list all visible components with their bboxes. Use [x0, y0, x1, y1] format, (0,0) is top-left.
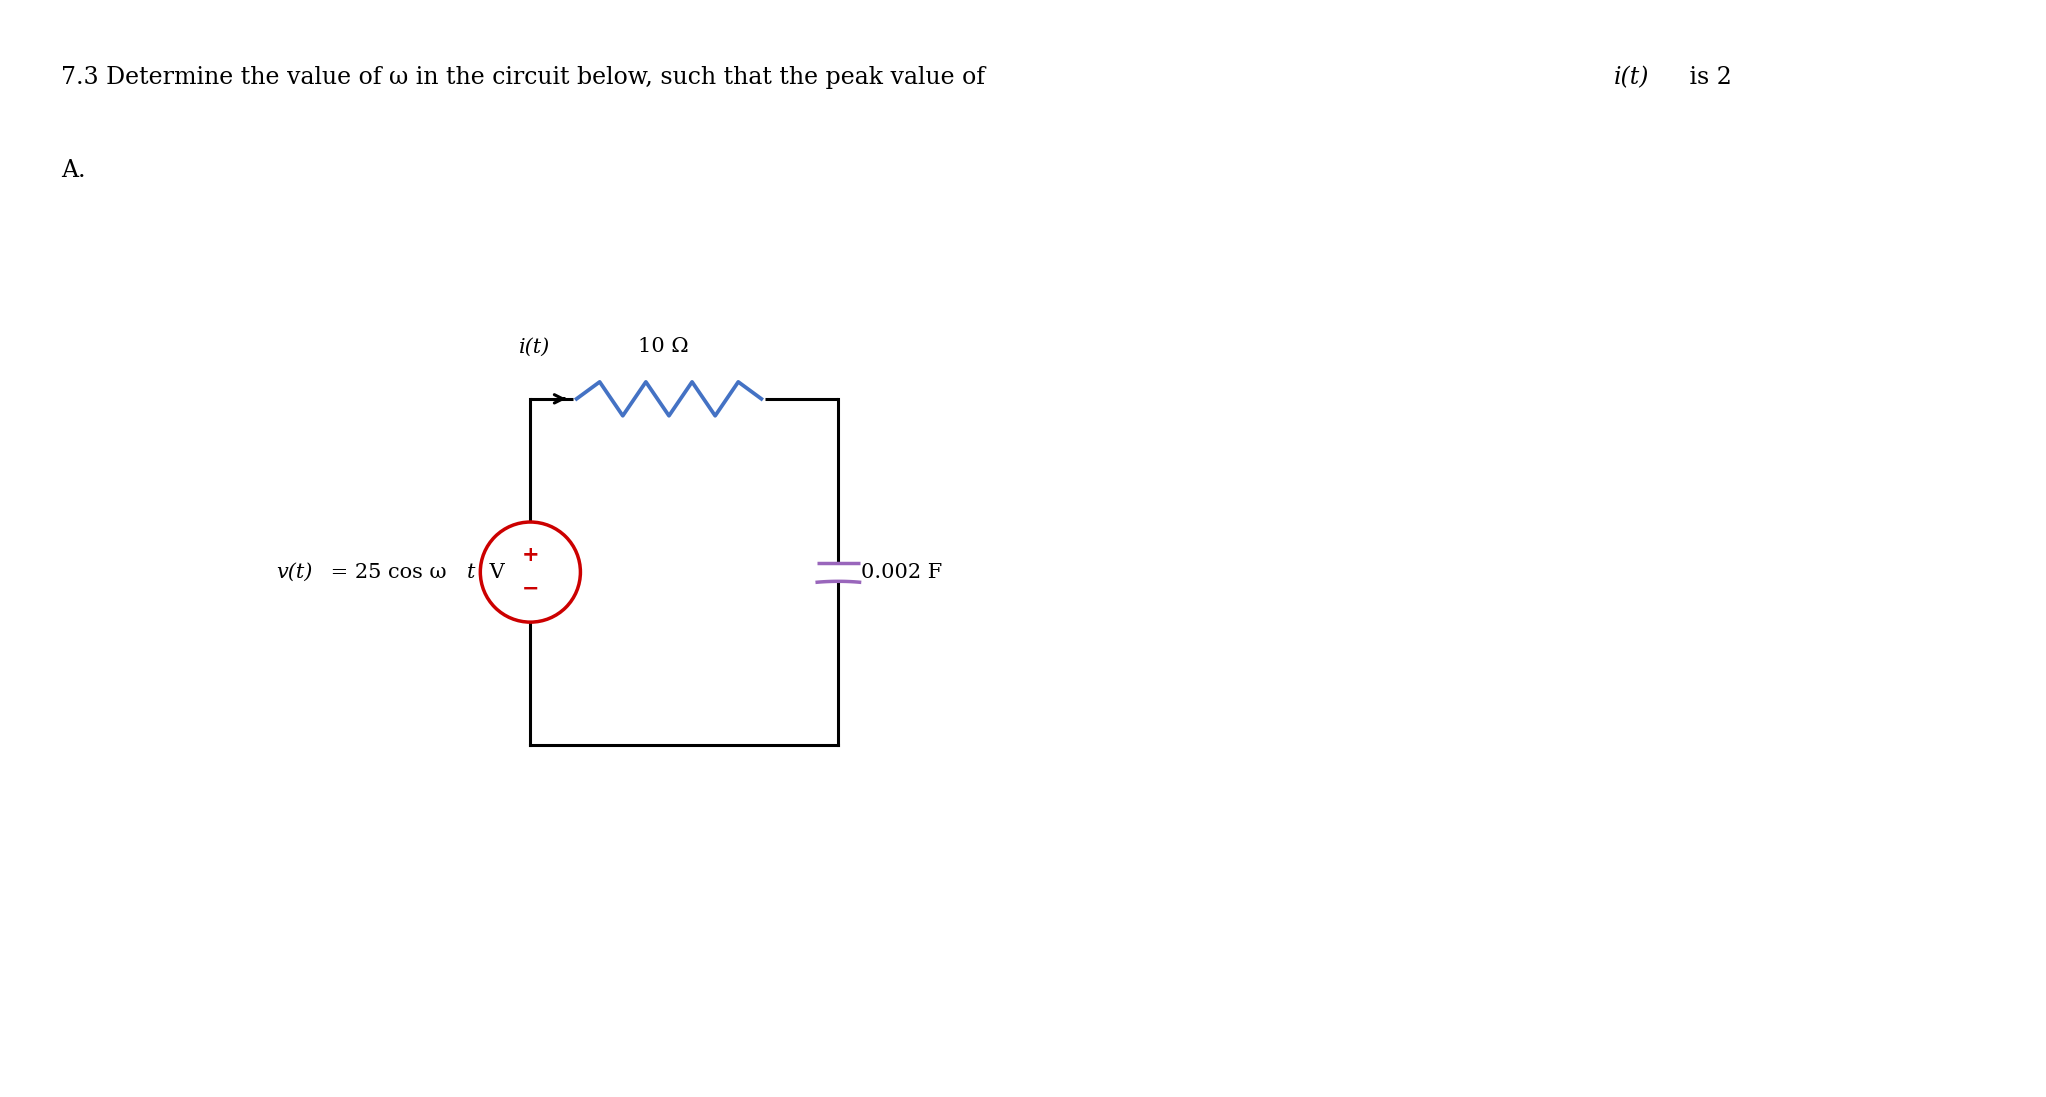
Text: 10 Ω: 10 Ω: [638, 338, 690, 357]
Text: = 25 cos ω: = 25 cos ω: [323, 563, 446, 581]
Text: is 2: is 2: [1682, 66, 1731, 89]
Text: A.: A.: [61, 159, 86, 182]
Text: +: +: [522, 545, 540, 565]
Text: V: V: [483, 563, 505, 581]
Text: t: t: [466, 563, 475, 581]
Text: 0.002 F: 0.002 F: [861, 563, 943, 581]
Text: v(t): v(t): [276, 563, 313, 581]
Text: i(t): i(t): [1614, 66, 1649, 89]
Text: i(t): i(t): [520, 338, 550, 357]
Text: −: −: [522, 579, 538, 599]
Text: 7.3 Determine the value of ω in the circuit below, such that the peak value of: 7.3 Determine the value of ω in the circ…: [61, 66, 992, 89]
